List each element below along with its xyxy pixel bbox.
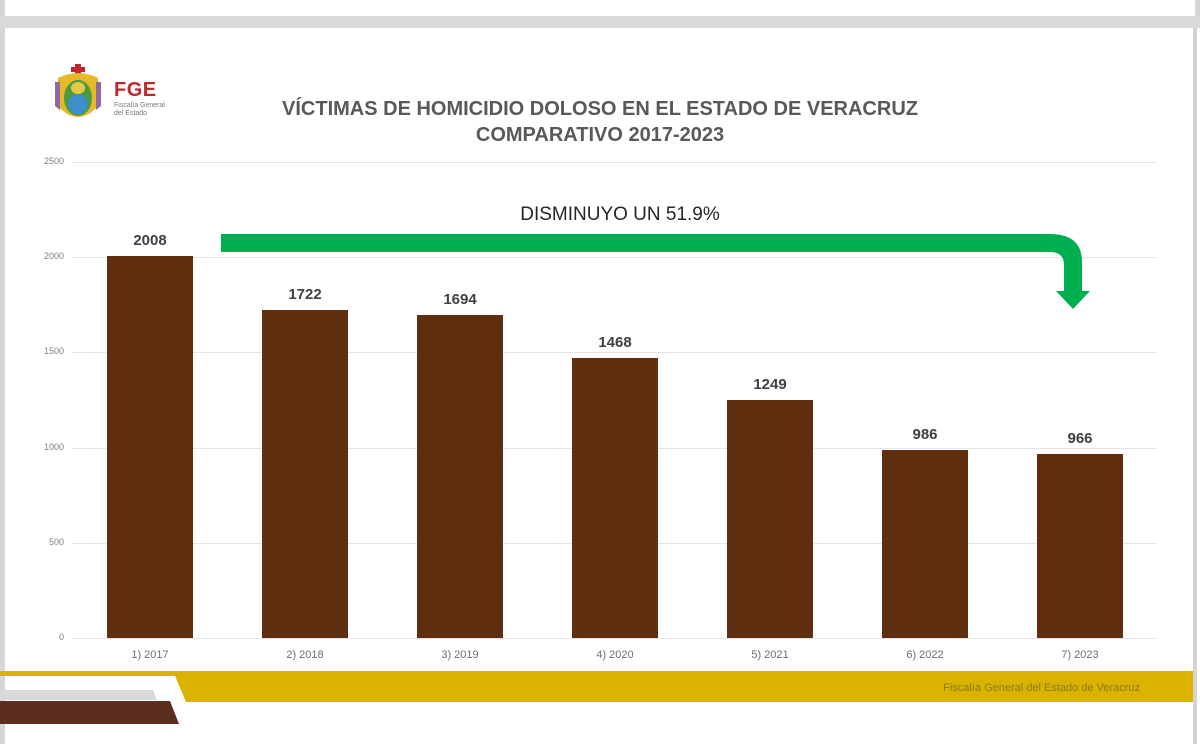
x-tick: 6) 2022 (906, 649, 944, 661)
gridline-2000 (72, 257, 1157, 258)
bar-value-label: 1468 (598, 334, 632, 351)
right-margin (1197, 28, 1200, 744)
y-tick: 500 (48, 537, 64, 547)
right-border (1193, 28, 1197, 744)
x-tick: 5) 2021 (751, 649, 789, 661)
chart-title-line2: COMPARATIVO 2017-2023 (475, 124, 725, 146)
top-strip (0, 0, 1200, 16)
gridline-1500 (72, 352, 1157, 353)
bar-2020 (572, 358, 658, 638)
x-tick: 1) 2017 (131, 649, 169, 661)
bar-2021 (727, 400, 813, 638)
chart-title: VÍCTIMAS DE HOMICIDIO DOLOSO EN EL ESTAD… (200, 96, 1000, 148)
fge-logo: FGE Fiscalía General del Estado (52, 64, 182, 130)
org-name-line2: del Estado (114, 110, 148, 117)
bar-value-label: 2008 (133, 232, 167, 249)
chart-title-line1: VÍCTIMAS DE HOMICIDIO DOLOSO EN EL ESTAD… (282, 98, 918, 120)
y-tick: 1000 (43, 442, 64, 452)
bar-2019 (417, 315, 503, 638)
decrease-annotation: DISMINUYO UN 51.9% (520, 204, 720, 225)
gridline-2500 (72, 162, 1157, 163)
bar-2022 (882, 450, 968, 638)
org-name-line1: Fiscalía General (114, 102, 165, 109)
footer-org-name: Fiscalía General del Estado de Veracruz (943, 682, 1140, 694)
footer-bands (0, 671, 1193, 724)
bar-2018 (262, 310, 348, 638)
gridline-0 (72, 638, 1157, 639)
bar-2023 (1037, 454, 1123, 638)
bar-value-label: 966 (1067, 430, 1093, 447)
y-tick: 1500 (43, 346, 64, 356)
org-name: Fiscalía General del Estado (114, 102, 184, 118)
top-bar (0, 16, 1200, 28)
x-tick: 3) 2019 (441, 649, 479, 661)
left-border (0, 28, 5, 744)
x-tick: 2) 2018 (286, 649, 324, 661)
bar-value-label: 986 (912, 426, 938, 443)
bar-value-label: 1249 (753, 376, 787, 393)
veracruz-crest-icon (55, 64, 101, 117)
x-tick: 7) 2023 (1061, 649, 1099, 661)
bar-value-label: 1694 (443, 291, 477, 308)
bar-2017 (107, 256, 193, 638)
y-tick: 2500 (43, 156, 64, 166)
x-tick: 4) 2020 (596, 649, 634, 661)
y-tick: 0 (58, 632, 64, 642)
bar-value-label: 1722 (288, 286, 322, 303)
y-tick: 2000 (43, 251, 64, 261)
org-short: FGE (114, 79, 157, 101)
